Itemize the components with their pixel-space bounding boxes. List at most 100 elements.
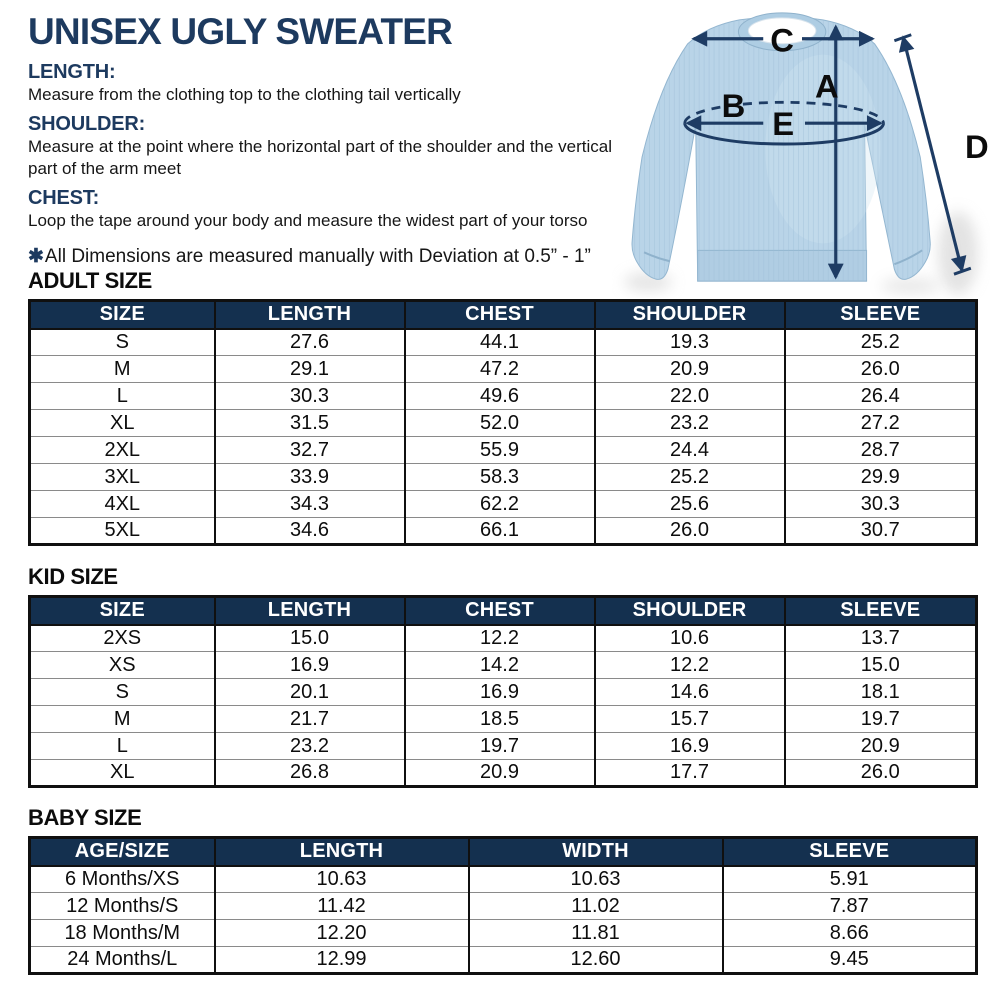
table-cell: 20.9 <box>403 759 595 787</box>
table-cell: 14.6 <box>593 678 785 706</box>
table-cell: 12 Months/S <box>29 892 215 920</box>
instruction-length: LENGTH: Measure from the clothing top to… <box>28 60 628 106</box>
table-row: 5XL 34.6 66.1 26.0 30.7 <box>29 517 977 545</box>
table-cell: 15.0 <box>213 623 405 652</box>
table-row: M 21.7 18.5 15.7 19.7 <box>29 705 977 733</box>
column-header: CHEST <box>403 300 595 329</box>
table-cell: 27.6 <box>213 327 405 356</box>
table-cell: XL <box>29 759 215 787</box>
measurement-instructions: UNISEX UGLY SWEATER LENGTH: Measure from… <box>28 12 628 269</box>
adult-size-heading: ADULT SIZE <box>28 268 152 293</box>
sweater-measurement-diagram: C A B E D <box>612 0 990 298</box>
table-cell: 27.2 <box>783 409 977 437</box>
table-cell: 5.91 <box>721 864 977 893</box>
table-row: 24 Months/L 12.99 12.60 9.45 <box>29 946 977 974</box>
table-cell: 52.0 <box>403 409 595 437</box>
table-cell: 2XL <box>29 436 215 464</box>
table-cell: 47.2 <box>403 355 595 383</box>
adult-size-section: ADULT SIZE SIZE LENGTH CHEST SHOULDER SLEEVE… <box>28 268 978 546</box>
sleeve-arrow-d-bottom-tick <box>953 266 972 276</box>
table-cell: 24 Months/L <box>29 946 215 974</box>
table-cell: 2XS <box>29 623 215 652</box>
table-cell: 44.1 <box>403 327 595 356</box>
sleeve-arrow-d-top-tick <box>893 33 912 43</box>
table-cell: 34.6 <box>213 517 405 545</box>
column-header: SLEEVE <box>783 300 977 329</box>
header-row: AGE/SIZE LENGTH WIDTH SLEEVE <box>29 837 977 866</box>
kid-size-heading: KID SIZE <box>28 564 118 589</box>
instruction-shoulder-label: SHOULDER: <box>28 113 146 135</box>
table-cell: 13.7 <box>783 623 977 652</box>
table-row: 12 Months/S 11.42 11.02 7.87 <box>29 892 977 920</box>
instruction-shoulder: SHOULDER: Measure at the point where the… <box>28 112 628 180</box>
table-row: S 20.1 16.9 14.6 18.1 <box>29 678 977 706</box>
instruction-length-text: Measure from the clothing top to the clo… <box>28 85 461 104</box>
chest-ellipse-b-bottom <box>683 122 885 146</box>
table-cell: 19.3 <box>593 327 785 356</box>
table-cell: 11.81 <box>467 919 723 947</box>
table-cell: 18.1 <box>783 678 977 706</box>
table-cell: 34.3 <box>213 490 405 518</box>
neck-opening <box>747 17 817 45</box>
kid-size-section: KID SIZE SIZE LENGTH CHEST SHOULDER SLEEVE 2… <box>28 564 978 788</box>
table-cell: M <box>29 355 215 383</box>
header-row: SIZE LENGTH CHEST SHOULDER SLEEVE <box>29 300 977 329</box>
column-header: SLEEVE <box>721 837 977 866</box>
table-cell: S <box>29 327 215 356</box>
table-cell: 20.1 <box>213 678 405 706</box>
table-cell: 15.0 <box>783 651 977 679</box>
table-row: 18 Months/M 12.20 11.81 8.66 <box>29 919 977 947</box>
column-header: LENGTH <box>213 596 405 625</box>
asterisk-icon: ✱ <box>28 246 44 267</box>
header-row: SIZE LENGTH CHEST SHOULDER SLEEVE <box>29 596 977 625</box>
table-cell: 25.2 <box>783 327 977 356</box>
table-cell: 23.2 <box>213 732 405 760</box>
table-cell: 32.7 <box>213 436 405 464</box>
column-header: SLEEVE <box>783 596 977 625</box>
table-cell: 16.9 <box>593 732 785 760</box>
table-row: L 23.2 19.7 16.9 20.9 <box>29 732 977 760</box>
table-cell: 29.1 <box>213 355 405 383</box>
column-header: SIZE <box>29 596 215 625</box>
baby-size-section: BABY SIZE AGE/SIZE LENGTH WIDTH SLEEVE 6 Mo… <box>28 805 978 975</box>
table-cell: 66.1 <box>403 517 595 545</box>
table-cell: 10.63 <box>213 864 469 893</box>
table-row: 3XL 33.9 58.3 25.2 29.9 <box>29 463 977 491</box>
table-cell: 16.9 <box>213 651 405 679</box>
instruction-chest: CHEST: Loop the tape around your body an… <box>28 186 628 232</box>
table-cell: L <box>29 732 215 760</box>
instruction-chest-label: CHEST: <box>28 187 100 209</box>
table-cell: 29.9 <box>783 463 977 491</box>
adult-size-table: SIZE LENGTH CHEST SHOULDER SLEEVE S 27.6 44.1 1… <box>28 299 978 546</box>
table-cell: L <box>29 382 215 410</box>
diagram-label-d: D <box>965 128 989 165</box>
table-cell: 12.2 <box>403 623 595 652</box>
table-cell: 22.0 <box>593 382 785 410</box>
table-cell: 16.9 <box>403 678 595 706</box>
table-cell: 8.66 <box>721 919 977 947</box>
table-cell: 5XL <box>29 517 215 545</box>
column-header: LENGTH <box>213 300 405 329</box>
kid-size-table: SIZE LENGTH CHEST SHOULDER SLEEVE 2XS 15.0 12.… <box>28 595 978 788</box>
table-cell: 18.5 <box>403 705 595 733</box>
page-title: UNISEX UGLY SWEATER <box>28 11 453 52</box>
table-cell: 21.7 <box>213 705 405 733</box>
table-cell: 25.2 <box>593 463 785 491</box>
table-row: 6 Months/XS 10.63 10.63 5.91 <box>29 864 977 893</box>
column-header: LENGTH <box>213 837 469 866</box>
baby-size-heading: BABY SIZE <box>28 805 142 830</box>
left-cuff-line <box>643 251 671 263</box>
table-cell: 11.42 <box>213 892 469 920</box>
column-header: WIDTH <box>467 837 723 866</box>
table-cell: 31.5 <box>213 409 405 437</box>
table-cell: 11.02 <box>467 892 723 920</box>
table-cell: 12.99 <box>213 946 469 974</box>
column-header: SHOULDER <box>593 596 785 625</box>
table-cell: 33.9 <box>213 463 405 491</box>
diagram-label-e: E <box>772 105 794 142</box>
table-cell: 14.2 <box>403 651 595 679</box>
table-cell: 19.7 <box>783 705 977 733</box>
table-cell: 19.7 <box>403 732 595 760</box>
column-header: AGE/SIZE <box>29 837 215 866</box>
table-cell: 26.4 <box>783 382 977 410</box>
